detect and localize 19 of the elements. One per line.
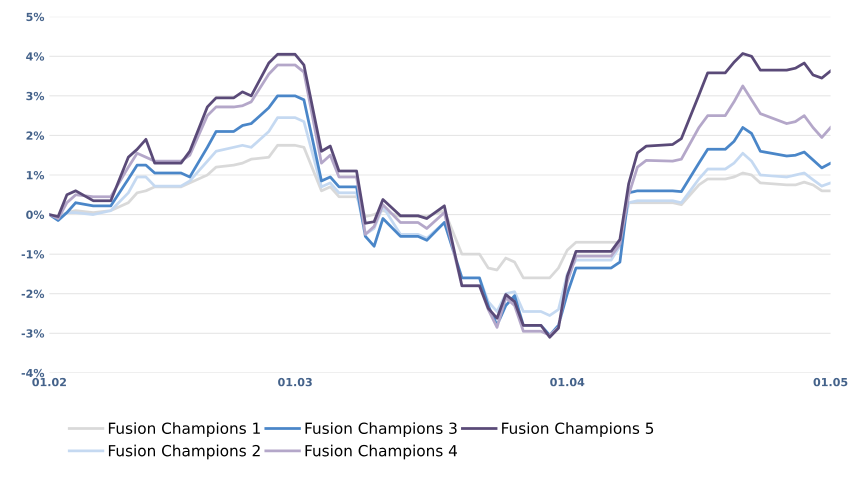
x-tick-label: 01.02 [32, 378, 66, 386]
y-tick-label: -4% [22, 368, 44, 378]
legend-label: Fusion Champions 5 [502, 422, 654, 437]
y-tick-label: 0% [26, 210, 44, 219]
y-tick-label: 5% [26, 12, 44, 22]
y-tick-label: 3% [26, 92, 44, 100]
legend-label: Fusion Champions 3 [306, 422, 457, 437]
y-tick-label: 2% [26, 131, 44, 140]
x-tick-label: 01.03 [278, 378, 312, 386]
x-tick-label: 01.04 [550, 378, 584, 386]
y-tick-label: -2% [22, 290, 44, 298]
legend-label: Fusion Champions 1 [108, 422, 260, 437]
y-tick-label: 4% [26, 52, 44, 61]
x-tick-label: 01.05 [814, 378, 848, 386]
y-tick-label: -3% [22, 329, 44, 338]
y-tick-label: 1% [26, 170, 44, 180]
y-tick-label: -1% [22, 250, 44, 259]
legend-label: Fusion Champions 4 [306, 444, 457, 460]
legend-label: Fusion Champions 2 [108, 444, 260, 460]
